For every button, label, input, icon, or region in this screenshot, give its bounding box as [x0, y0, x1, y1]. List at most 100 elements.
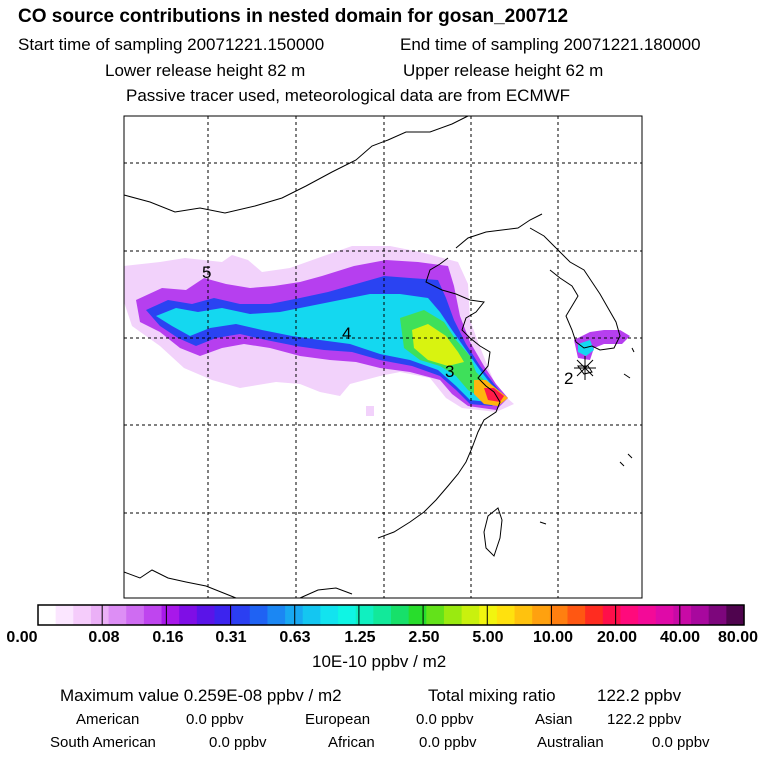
start-time-label: Start time of sampling 20071221.150000	[18, 35, 325, 54]
colorbar-swatch	[267, 605, 286, 625]
colorbar-swatch	[373, 605, 392, 625]
northern-border-line	[123, 115, 469, 214]
colorbar-swatch	[232, 605, 251, 625]
colorbar-tick-label: 0.63	[279, 629, 311, 646]
colorbar-swatch	[708, 605, 727, 625]
region-value-asian: 122.2 ppbv	[607, 711, 682, 728]
colorbar-tick-label: 80.00	[717, 629, 759, 646]
region-label-asian: Asian	[535, 711, 573, 728]
colorbar-swatch	[602, 605, 622, 625]
colorbar-swatch	[691, 605, 710, 625]
map-label-3: 3	[445, 362, 454, 381]
colorbar-swatch	[567, 605, 586, 625]
colorbar-tick-label: 0.31	[215, 629, 247, 646]
colorbar-swatch	[108, 605, 127, 625]
colorbar-tick-label: 20.00	[596, 629, 638, 646]
colorbar-unit: 10E-10 ppbv / m2	[312, 652, 447, 671]
region-label-south-american: South American	[50, 734, 156, 751]
colorbar-swatch	[179, 605, 198, 625]
total-mixing-value: 122.2 ppbv	[597, 686, 682, 705]
receptor-marker	[574, 356, 596, 380]
colorbar-swatch	[90, 605, 110, 625]
tracer-note: Passive tracer used, meteorological data…	[126, 86, 571, 105]
taiwan-outline	[483, 507, 503, 557]
colorbar-swatch	[338, 605, 357, 625]
colorbar-swatch	[426, 605, 445, 625]
map-label-2: 2	[564, 369, 573, 388]
colorbar-swatch	[638, 605, 657, 625]
region-value-australian: 0.0 ppbv	[652, 734, 710, 751]
colorbar-tick-label: 0.16	[152, 629, 184, 646]
plume-field	[124, 246, 630, 416]
upper-release-label: Upper release height 62 m	[403, 61, 604, 80]
plume-yellow-layer	[412, 324, 464, 366]
region-value-african: 0.0 ppbv	[419, 734, 477, 751]
japan-islets	[539, 347, 635, 525]
colorbar-swatch	[532, 605, 551, 625]
colorbar-swatches	[38, 605, 745, 625]
colorbar-tick-label: 10.00	[532, 629, 574, 646]
colorbar-swatch	[196, 605, 216, 625]
colorbar-swatch	[479, 605, 498, 625]
map-label-4: 4	[342, 324, 351, 343]
region-label-american: American	[76, 711, 140, 728]
plume-speck	[366, 406, 374, 416]
south-coast-line	[123, 569, 237, 599]
interior-border-line	[299, 587, 353, 599]
grid-lines	[124, 116, 642, 598]
colorbar-tick-label: 2.50	[408, 629, 440, 646]
region-label-australian: Australian	[537, 734, 604, 751]
colorbar-swatch	[549, 605, 569, 625]
colorbar-tick-label: 0.00	[6, 629, 38, 646]
region-value-south-american: 0.0 ppbv	[209, 734, 267, 751]
korea-upper-coast	[529, 227, 557, 249]
colorbar-tick-label: 40.00	[659, 629, 701, 646]
colorbar-tick-label: 1.25	[344, 629, 376, 646]
colorbar-swatch	[726, 605, 745, 625]
colorbar-swatch	[161, 605, 180, 625]
colorbar-swatch	[38, 605, 57, 625]
colorbar-swatch	[249, 605, 269, 625]
colorbar-swatch	[496, 605, 516, 625]
colorbar-swatch	[55, 605, 74, 625]
map-frame	[123, 115, 643, 599]
lower-release-label: Lower release height 82 m	[105, 61, 306, 80]
korea-coastline	[549, 247, 621, 351]
coastlines	[123, 115, 635, 599]
colorbar-swatch	[655, 605, 674, 625]
colorbar-swatch	[408, 605, 427, 625]
colorbar-swatch	[461, 605, 480, 625]
colorbar-swatch	[73, 605, 92, 625]
colorbar-tick-label: 0.08	[88, 629, 120, 646]
colorbar-swatch	[143, 605, 163, 625]
colorbar-swatch	[391, 605, 410, 625]
colorbar-swatch	[585, 605, 604, 625]
manchuria-border-line	[455, 213, 543, 249]
colorbar-swatch	[320, 605, 339, 625]
plume-red-core	[484, 388, 504, 402]
colorbar-swatch	[126, 605, 145, 625]
region-value-european: 0.0 ppbv	[416, 711, 474, 728]
colorbar-swatch	[620, 605, 639, 625]
end-time-label: End time of sampling 20071221.180000	[400, 35, 701, 54]
colorbar-tick-label: 5.00	[472, 629, 504, 646]
region-label-european: European	[305, 711, 371, 728]
maximum-value: Maximum value 0.259E-08 ppbv / m2	[60, 686, 342, 705]
colorbar-swatch	[355, 605, 374, 625]
region-value-american: 0.0 ppbv	[186, 711, 244, 728]
china-coastline	[377, 257, 501, 539]
colorbar-swatch	[214, 605, 233, 625]
colorbar-swatch	[514, 605, 533, 625]
region-label-african: African	[328, 734, 375, 751]
colorbar-swatch	[302, 605, 321, 625]
colorbar-swatch	[285, 605, 304, 625]
chart-title: CO source contributions in nested domain…	[18, 6, 569, 27]
total-mixing-label: Total mixing ratio	[428, 686, 556, 705]
colorbar-frame	[37, 604, 745, 626]
colorbar-dividers	[101, 605, 681, 625]
map-label-5: 5	[202, 263, 211, 282]
colorbar-swatch	[673, 605, 692, 625]
colorbar-swatch	[443, 605, 463, 625]
